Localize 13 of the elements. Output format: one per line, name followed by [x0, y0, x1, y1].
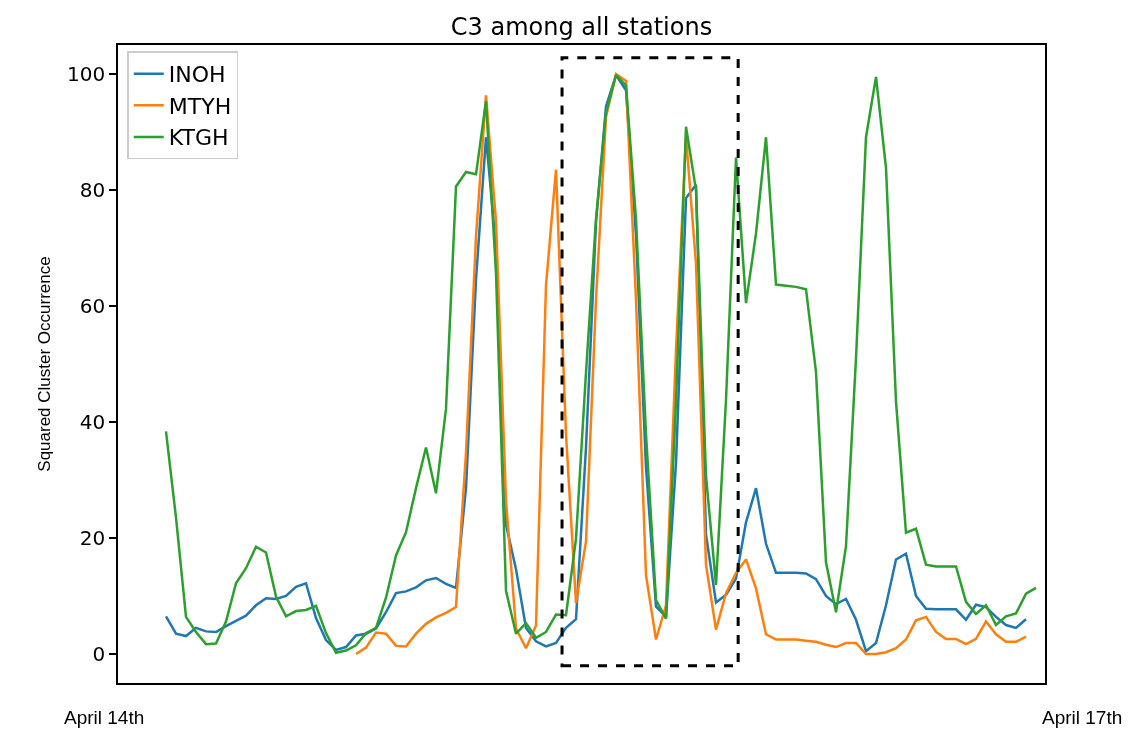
- y-tick-label: 80: [79, 178, 106, 202]
- y-tick-label: 0: [92, 642, 106, 666]
- y-axis-title: Squared Cluster Occurrence: [35, 256, 55, 472]
- legend-label: MTYH: [168, 93, 232, 119]
- legend-label: INOH: [168, 62, 226, 88]
- chart-title: C3 among all stations: [450, 13, 713, 42]
- y-tick-label: 60: [79, 294, 106, 318]
- y-tick-label: 100: [67, 62, 106, 86]
- y-tick-label: 20: [79, 526, 106, 550]
- text: April 14th: [64, 707, 145, 728]
- legend-label: KTGH: [168, 125, 229, 151]
- text: April 17th: [1042, 707, 1123, 728]
- y-tick-label: 40: [79, 410, 106, 434]
